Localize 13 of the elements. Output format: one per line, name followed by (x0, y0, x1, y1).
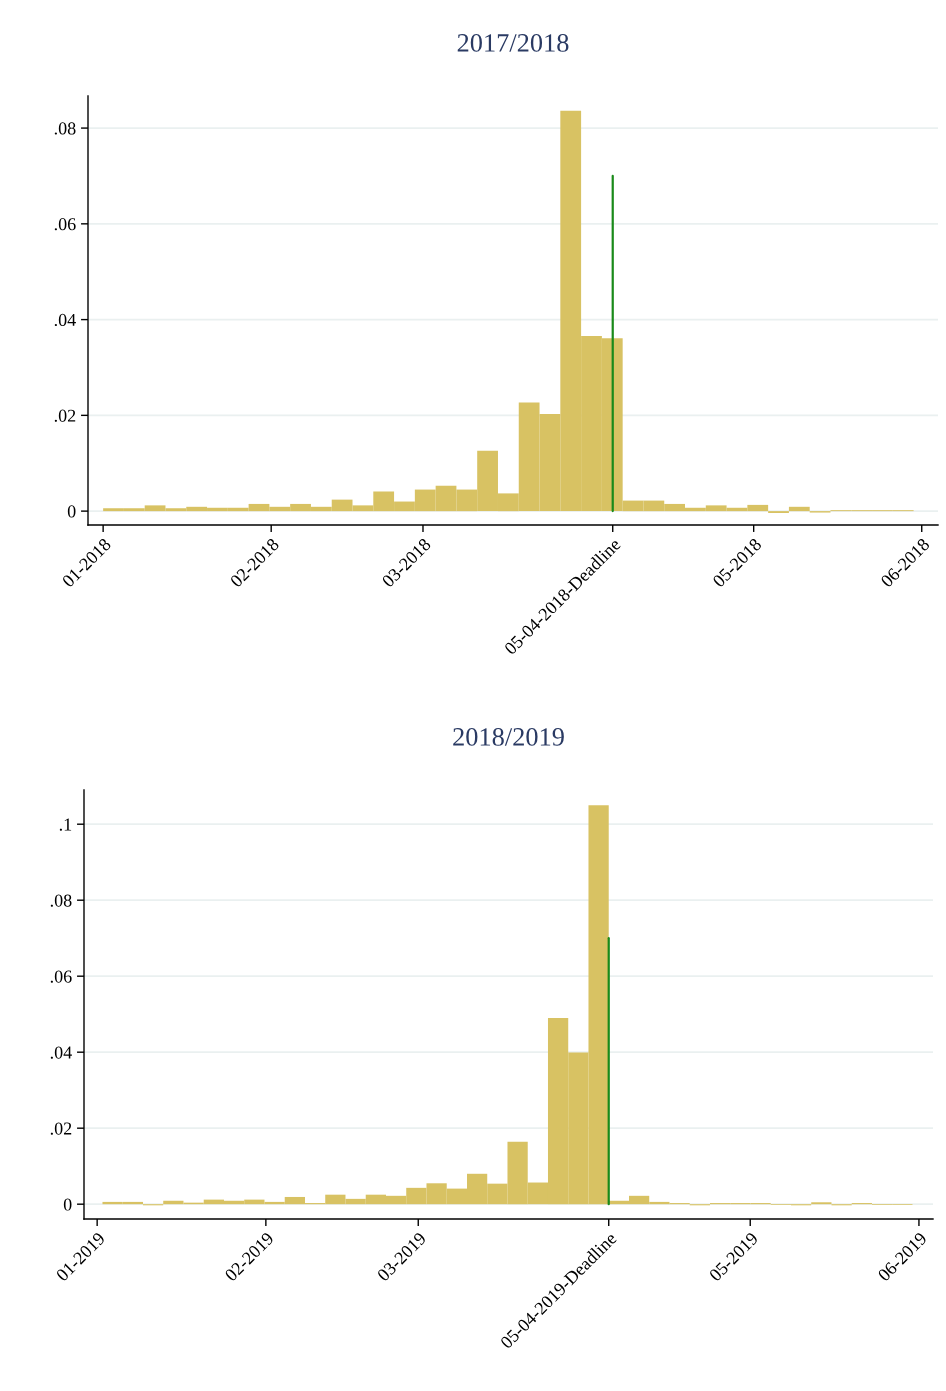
chart-title: 2017/2018 (457, 34, 569, 52)
y-tick-label: .02 (50, 1122, 72, 1135)
y-tick-label: .1 (59, 818, 72, 831)
y-tick-label: .04 (54, 313, 76, 327)
y-tick-label: .08 (50, 894, 72, 907)
y-tick-label: .06 (50, 970, 72, 983)
y-tick-label: .06 (54, 218, 76, 231)
chart-title: 2018/2019 (453, 728, 564, 746)
y-tick-label: 0 (63, 1198, 72, 1211)
y-tick-label: .08 (54, 122, 76, 135)
y-tick-label: .04 (50, 1046, 72, 1059)
y-tick-label: .02 (54, 409, 76, 422)
y-tick-label: 0 (67, 505, 76, 518)
